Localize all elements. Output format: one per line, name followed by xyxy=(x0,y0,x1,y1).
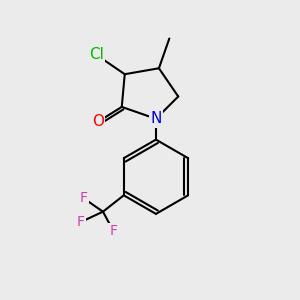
Text: Cl: Cl xyxy=(89,47,104,62)
Text: N: N xyxy=(150,111,162,126)
Text: F: F xyxy=(110,224,117,238)
Text: O: O xyxy=(92,114,104,129)
Text: F: F xyxy=(77,215,85,229)
Text: F: F xyxy=(80,191,88,205)
